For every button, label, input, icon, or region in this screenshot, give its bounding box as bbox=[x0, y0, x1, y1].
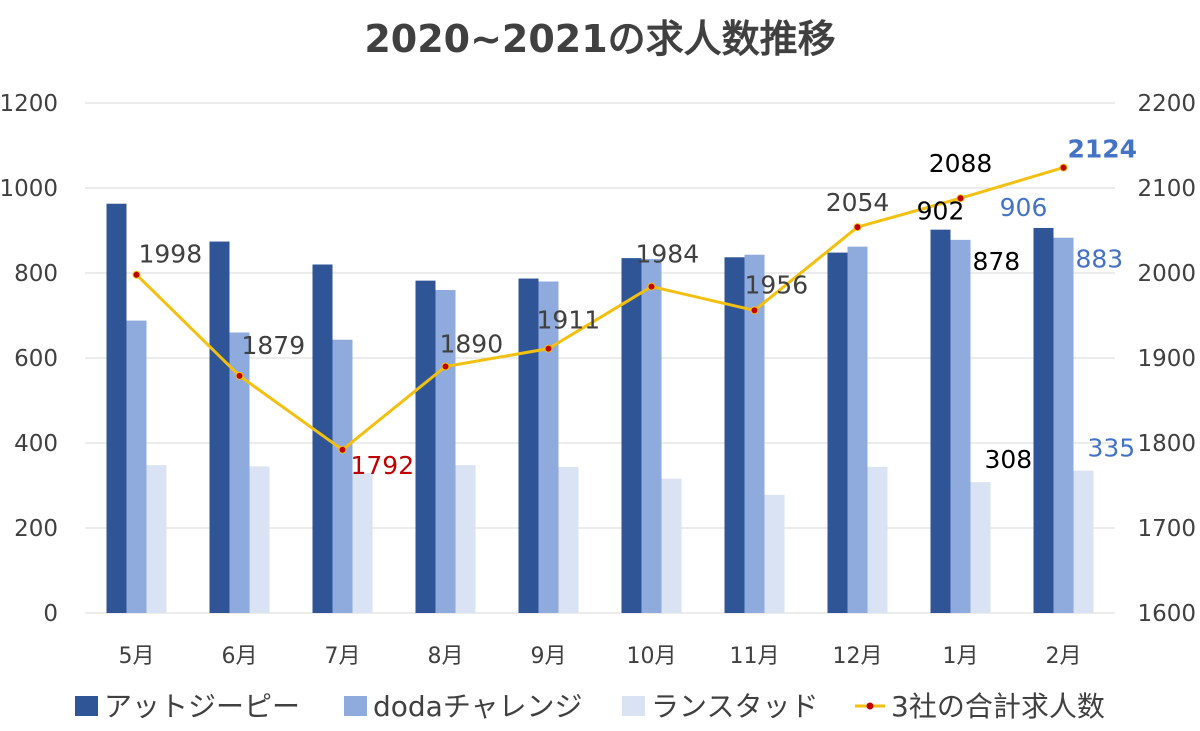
bar-1 bbox=[827, 252, 848, 613]
category-label: 1月 bbox=[943, 644, 979, 669]
bar-3 bbox=[455, 465, 476, 613]
legend-label: アットジーピー bbox=[104, 690, 300, 723]
chart-title: 2020~2021の求人数推移 bbox=[364, 17, 835, 61]
bar-1 bbox=[209, 241, 230, 614]
bar-2 bbox=[229, 332, 250, 613]
right-tick-label: 2200 bbox=[1137, 91, 1196, 117]
legend: アットジーピー dodaチャレンジ ランスタッド 3社の合計求人数 bbox=[75, 690, 1105, 723]
category-label: 11月 bbox=[730, 644, 780, 669]
bar-data-label: 335 bbox=[1088, 434, 1136, 463]
bar-data-label: 308 bbox=[985, 445, 1033, 474]
bar-2 bbox=[126, 320, 147, 613]
line-marker bbox=[1059, 163, 1068, 172]
bar-2 bbox=[1053, 237, 1074, 613]
line-data-label: 2054 bbox=[826, 188, 890, 217]
bar-2 bbox=[332, 339, 353, 613]
line-marker bbox=[544, 344, 553, 353]
right-tick-label: 1800 bbox=[1137, 431, 1196, 457]
bar-data-label: 906 bbox=[1000, 193, 1048, 222]
bar-3 bbox=[867, 466, 888, 613]
line-data-label: 1911 bbox=[537, 306, 601, 335]
right-tick-label: 2000 bbox=[1137, 261, 1196, 287]
line-data-label: 2124 bbox=[1068, 135, 1138, 164]
left-tick-label: 200 bbox=[14, 516, 58, 542]
category-label: 9月 bbox=[531, 644, 567, 669]
line-data-label: 1792 bbox=[351, 451, 415, 480]
line-marker bbox=[235, 371, 244, 380]
bar-3 bbox=[661, 478, 682, 613]
line-marker bbox=[750, 306, 759, 315]
bar-3 bbox=[764, 494, 785, 613]
bar-1 bbox=[724, 257, 745, 613]
line-marker bbox=[132, 270, 141, 279]
legend-swatch bbox=[75, 696, 98, 716]
data-labels: 1998 1879 1792 1890 1911 1984 1956 2054 2088 2124… bbox=[139, 135, 1138, 480]
category-label: 10月 bbox=[627, 644, 677, 669]
bar-1 bbox=[621, 258, 642, 613]
left-axis: 0 200 400 600 800 1000 1200 bbox=[0, 91, 58, 627]
bar-series bbox=[106, 203, 1094, 614]
left-tick-label: 400 bbox=[14, 431, 58, 457]
right-tick-label: 2100 bbox=[1137, 176, 1196, 202]
category-label: 7月 bbox=[325, 644, 361, 669]
legend-swatch bbox=[344, 696, 367, 716]
legend-label: 3社の合計求人数 bbox=[891, 690, 1105, 723]
category-label: 12月 bbox=[833, 644, 883, 669]
bar-data-label: 902 bbox=[917, 197, 965, 226]
legend-label: dodaチャレンジ bbox=[373, 690, 583, 723]
bar-1 bbox=[415, 280, 436, 613]
bar-3 bbox=[249, 466, 270, 613]
bar-2 bbox=[744, 254, 765, 613]
right-tick-label: 1900 bbox=[1137, 346, 1196, 372]
legend-label: ランスタッド bbox=[651, 690, 818, 723]
category-axis: 5月 6月 7月 8月 9月 10月 11月 12月 1月 2月 bbox=[119, 644, 1082, 669]
line-marker bbox=[441, 362, 450, 371]
left-tick-label: 1200 bbox=[0, 91, 58, 117]
line-data-label: 1998 bbox=[139, 240, 203, 269]
bar-2 bbox=[641, 258, 662, 613]
category-label: 8月 bbox=[428, 644, 464, 669]
left-tick-label: 1000 bbox=[0, 176, 58, 202]
bar-1 bbox=[106, 203, 127, 613]
line-data-label: 1879 bbox=[242, 331, 306, 360]
line-marker bbox=[338, 445, 347, 454]
bar-1 bbox=[930, 229, 951, 613]
right-tick-label: 1700 bbox=[1137, 516, 1196, 542]
line-data-label: 1984 bbox=[636, 240, 700, 269]
category-label: 5月 bbox=[119, 644, 155, 669]
bar-1 bbox=[518, 278, 539, 613]
line-marker bbox=[647, 282, 656, 291]
line-marker bbox=[853, 223, 862, 232]
left-tick-label: 0 bbox=[43, 601, 58, 627]
bar-data-label: 878 bbox=[973, 247, 1021, 276]
legend-marker bbox=[866, 702, 874, 710]
bar-3 bbox=[970, 482, 991, 613]
left-tick-label: 600 bbox=[14, 346, 58, 372]
bar-1 bbox=[312, 264, 333, 613]
bar-3 bbox=[558, 466, 579, 613]
left-tick-label: 800 bbox=[14, 261, 58, 287]
line-marker bbox=[956, 194, 965, 203]
right-tick-label: 1600 bbox=[1137, 601, 1196, 627]
line-data-label: 1890 bbox=[440, 330, 504, 359]
bar-3 bbox=[146, 465, 167, 613]
category-label: 6月 bbox=[222, 644, 258, 669]
bar-3 bbox=[352, 473, 373, 613]
bar-data-label: 883 bbox=[1076, 245, 1124, 274]
line-data-label: 2088 bbox=[929, 149, 993, 178]
line-data-label: 1956 bbox=[745, 270, 809, 299]
bar-2 bbox=[538, 281, 559, 613]
legend-swatch bbox=[622, 696, 645, 716]
bar-2 bbox=[950, 239, 971, 613]
total-line bbox=[135, 166, 1064, 452]
category-label: 2月 bbox=[1046, 644, 1082, 669]
bar-3 bbox=[1073, 470, 1094, 613]
bar-1 bbox=[1033, 227, 1054, 613]
bar-2 bbox=[847, 246, 868, 613]
right-axis: 1600 1700 1800 1900 2000 2100 2200 bbox=[1137, 91, 1196, 627]
line-series bbox=[132, 163, 1068, 454]
